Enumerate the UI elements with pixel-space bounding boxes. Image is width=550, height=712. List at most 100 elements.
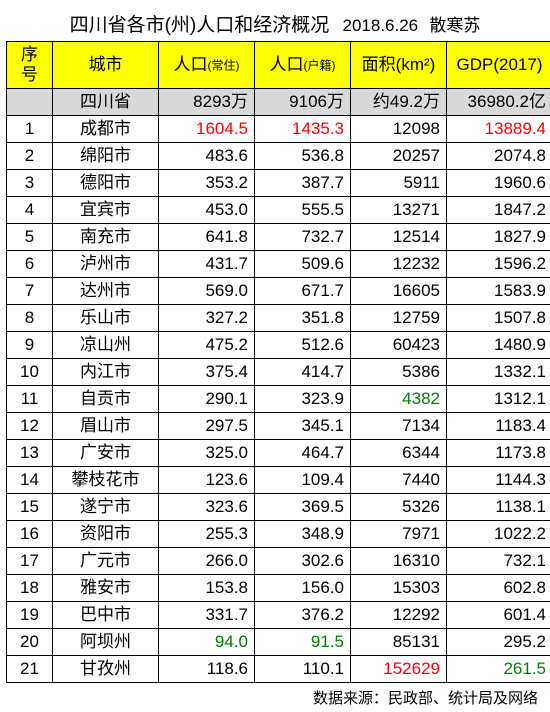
cell: 255.3 [159,521,255,548]
cell: 353.2 [159,170,255,197]
cell: 1332.1 [447,359,550,386]
cell: 眉山市 [53,413,159,440]
cell: 6 [7,251,53,278]
cell: 475.2 [159,332,255,359]
summary-city: 四川省 [53,89,159,116]
cell: 1604.5 [159,116,255,143]
cell: 601.4 [447,602,550,629]
cell: 7134 [351,413,447,440]
cell: 536.8 [255,143,351,170]
cell: 732.7 [255,224,351,251]
cell: 12292 [351,602,447,629]
header-row: 序号 城市 人口(常住) 人口(户籍) 面积(km²) GDP(2017) [7,42,550,89]
table-row: 21甘孜州118.6110.1152629261.5 [7,656,550,683]
table-row: 2绵阳市483.6536.8202572074.8 [7,143,550,170]
cell: 4382 [351,386,447,413]
cell: 12098 [351,116,447,143]
cell: 512.6 [255,332,351,359]
summary-area: 约49.2万 [351,89,447,116]
cell: 464.7 [255,440,351,467]
cell: 雅安市 [53,575,159,602]
cell: 5326 [351,494,447,521]
cell: 369.5 [255,494,351,521]
cell: 2074.8 [447,143,550,170]
cell: 431.7 [159,251,255,278]
cell: 5386 [351,359,447,386]
cell: 1 [7,116,53,143]
table-row: 18雅安市153.8156.015303602.8 [7,575,550,602]
cell: 7440 [351,467,447,494]
cell: 261.5 [447,656,550,683]
header-gdp: GDP(2017) [447,42,550,89]
cell: 1847.2 [447,197,550,224]
cell: 1583.9 [447,278,550,305]
table-row: 10内江市375.4414.753861332.1 [7,359,550,386]
cell: 323.6 [159,494,255,521]
summary-idx [7,89,53,116]
cell: 16 [7,521,53,548]
cell: 19 [7,602,53,629]
cell: 414.7 [255,359,351,386]
cell: 阿坝州 [53,629,159,656]
cell: 85131 [351,629,447,656]
cell: 94.0 [159,629,255,656]
summary-row: 四川省 8293万 9106万 约49.2万 36980.2亿 [7,89,550,116]
cell: 569.0 [159,278,255,305]
cell: 乐山市 [53,305,159,332]
data-table: 序号 城市 人口(常住) 人口(户籍) 面积(km²) GDP(2017) 四川… [6,41,550,683]
cell: 732.1 [447,548,550,575]
cell: 1138.1 [447,494,550,521]
cell: 遂宁市 [53,494,159,521]
table-row: 13广安市325.0464.763441173.8 [7,440,550,467]
cell: 1435.3 [255,116,351,143]
cell: 10 [7,359,53,386]
cell: 甘孜州 [53,656,159,683]
cell: 156.0 [255,575,351,602]
cell: 12514 [351,224,447,251]
cell: 118.6 [159,656,255,683]
cell: 16310 [351,548,447,575]
cell: 巴中市 [53,602,159,629]
cell: 297.5 [159,413,255,440]
cell: 483.6 [159,143,255,170]
title-main: 四川省各市(州)人口和经济概况 [70,15,330,36]
cell: 17 [7,548,53,575]
cell: 302.6 [255,548,351,575]
summary-gdp: 36980.2亿 [447,89,550,116]
table-row: 12眉山市297.5345.171341183.4 [7,413,550,440]
header-city: 城市 [53,42,159,89]
table-row: 19巴中市331.7376.212292601.4 [7,602,550,629]
cell: 资阳市 [53,521,159,548]
cell: 641.8 [159,224,255,251]
cell: 12232 [351,251,447,278]
cell: 671.7 [255,278,351,305]
cell: 21 [7,656,53,683]
cell: 13271 [351,197,447,224]
cell: 295.2 [447,629,550,656]
cell: 323.9 [255,386,351,413]
cell: 1183.4 [447,413,550,440]
cell: 15 [7,494,53,521]
title-date: 2018.6.26 [343,16,419,35]
cell: 广元市 [53,548,159,575]
cell: 广安市 [53,440,159,467]
cell: 德阳市 [53,170,159,197]
cell: 1173.8 [447,440,550,467]
cell: 91.5 [255,629,351,656]
cell: 13889.4 [447,116,550,143]
title-author: 散寒苏 [429,16,480,35]
cell: 16605 [351,278,447,305]
table-row: 20阿坝州94.091.585131295.2 [7,629,550,656]
cell: 152629 [351,656,447,683]
table-container: 四川省各市(州)人口和经济概况 2018.6.26 散寒苏 序号 城市 人口(常… [0,0,550,712]
cell: 9 [7,332,53,359]
cell: 5 [7,224,53,251]
cell: 6344 [351,440,447,467]
cell: 1507.8 [447,305,550,332]
table-row: 8乐山市327.2351.8127591507.8 [7,305,550,332]
cell: 自贡市 [53,386,159,413]
cell: 14 [7,467,53,494]
cell: 宜宾市 [53,197,159,224]
cell: 1144.3 [447,467,550,494]
cell: 南充市 [53,224,159,251]
